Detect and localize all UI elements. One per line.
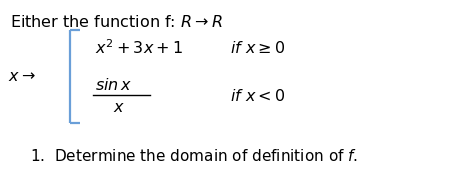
Text: $if\ x < 0$: $if\ x < 0$: [230, 88, 286, 104]
Text: $\mathit{sin}\, x$: $\mathit{sin}\, x$: [95, 77, 132, 93]
Text: Either the function f: $R \rightarrow R$: Either the function f: $R \rightarrow R$: [10, 14, 223, 30]
Text: 1.  Determine the domain of definition of $f$.: 1. Determine the domain of definition of…: [30, 148, 358, 164]
Text: $if\ x \geq 0$: $if\ x \geq 0$: [230, 40, 286, 56]
Text: $x$: $x$: [113, 99, 125, 115]
Text: $x \rightarrow$: $x \rightarrow$: [8, 69, 35, 84]
Text: $x^2 + 3x + 1$: $x^2 + 3x + 1$: [95, 39, 183, 57]
